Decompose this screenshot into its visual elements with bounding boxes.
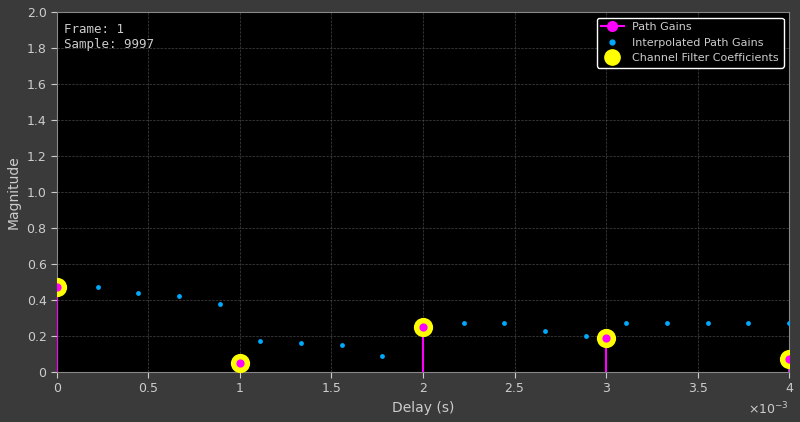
Point	[600, 335, 613, 341]
Point	[538, 327, 551, 334]
Point	[417, 320, 430, 327]
Point	[50, 279, 63, 285]
Point	[498, 320, 510, 327]
Point	[234, 360, 246, 366]
Y-axis label: Magnitude: Magnitude	[7, 155, 21, 229]
Point	[91, 284, 104, 291]
Point	[620, 320, 633, 327]
Point	[214, 300, 226, 307]
Point	[742, 320, 755, 327]
Point	[782, 356, 795, 363]
Point	[50, 284, 63, 291]
Text: Frame: 1
Sample: 9997: Frame: 1 Sample: 9997	[64, 23, 154, 51]
Point	[254, 338, 266, 345]
Point	[50, 284, 63, 291]
Point	[234, 360, 246, 366]
Point	[376, 352, 389, 359]
Point	[600, 335, 613, 341]
X-axis label: Delay (s): Delay (s)	[392, 401, 454, 415]
Point	[458, 320, 470, 327]
Point	[417, 324, 430, 330]
Point	[294, 340, 307, 346]
Legend: Path Gains, Interpolated Path Gains, Channel Filter Coefficients: Path Gains, Interpolated Path Gains, Cha…	[597, 17, 783, 68]
Point	[702, 320, 714, 327]
Point	[782, 320, 795, 327]
Point	[335, 342, 348, 349]
Point	[782, 356, 795, 363]
Point	[417, 324, 430, 330]
Text: $\times10^{-3}$: $\times10^{-3}$	[749, 401, 789, 417]
Point	[661, 320, 674, 327]
Point	[579, 333, 592, 339]
Point	[173, 293, 186, 300]
Point	[132, 289, 145, 296]
